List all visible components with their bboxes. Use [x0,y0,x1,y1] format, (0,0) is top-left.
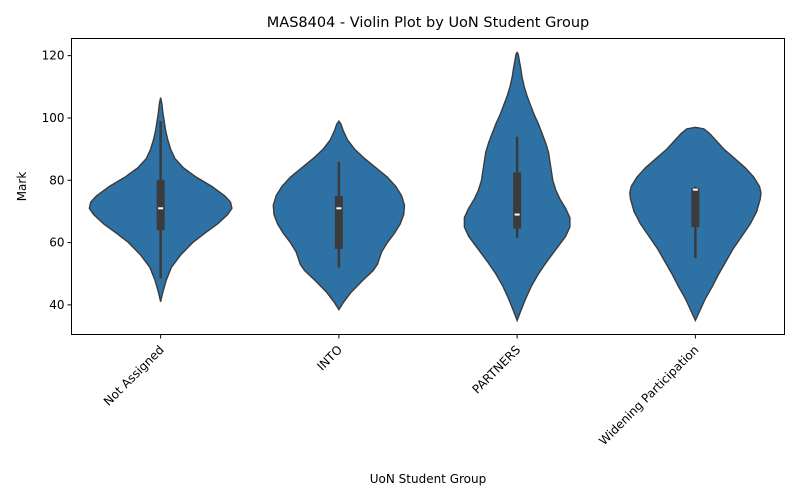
plot-area [88,51,762,323]
chart-title: MAS8404 - Violin Plot by UoN Student Gro… [267,15,589,31]
x-axis: Not Assigned INTO PARTNERS Widening Partici… [101,334,701,448]
y-tick-label: 80 [49,173,64,187]
x-tick-label: INTO [314,343,345,374]
violin-box [156,180,165,231]
y-tick-label: 40 [49,298,64,312]
y-axis-label: Mark [15,172,29,202]
violin-box [513,172,522,229]
plot-frame [71,38,785,335]
y-axis: 40 60 80 100 120 [42,49,72,312]
x-tick-label: PARTNERS [470,343,524,397]
violin-box [334,195,343,249]
x-axis-label: UoN Student Group [370,472,487,486]
y-tick-label: 100 [42,111,65,125]
x-tick-label: Not Assigned [101,343,167,409]
y-tick-label: 120 [42,49,65,63]
y-tick-label: 60 [49,236,64,250]
violin-box [691,188,700,228]
x-tick-label: Widening Participation [596,343,701,448]
